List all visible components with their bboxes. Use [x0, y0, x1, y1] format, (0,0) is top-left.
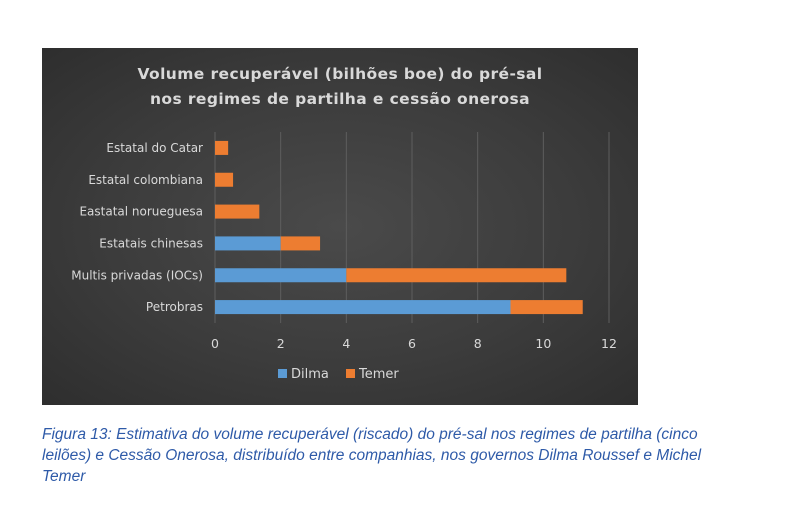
category-label: Estatais chinesas	[99, 236, 203, 250]
x-tick-label: 4	[342, 336, 350, 351]
x-tick-label: 6	[408, 336, 416, 351]
legend-label: Temer	[358, 367, 399, 382]
category-label: Petrobras	[146, 300, 203, 314]
bar-temer	[215, 204, 260, 219]
category-label: Multis privadas (IOCs)	[71, 268, 203, 282]
bar-chart: Volume recuperável (bilhões boe) do pré-…	[71, 65, 617, 382]
bar-temer	[280, 236, 321, 251]
bar-dilma	[215, 236, 281, 251]
chart-panel: Volume recuperável (bilhões boe) do pré-…	[42, 48, 638, 405]
bar-temer	[510, 300, 583, 315]
chart-title-line-2: nos regimes de partilha e cessão onerosa	[150, 90, 530, 108]
legend-swatch	[278, 369, 287, 378]
bar-dilma	[215, 300, 511, 315]
legend-label: Dilma	[291, 367, 329, 382]
x-tick-label: 8	[474, 336, 482, 351]
x-tick-label: 12	[601, 336, 617, 351]
category-label: Estatal do Catar	[106, 141, 203, 155]
x-tick-label: 2	[277, 336, 285, 351]
figure-caption: Figura 13: Estimativa do volume recuperá…	[42, 426, 702, 485]
bar-temer	[215, 140, 229, 155]
bar-temer	[215, 172, 234, 187]
x-tick-label: 0	[211, 336, 219, 351]
bar-temer	[346, 268, 567, 283]
legend-swatch	[346, 369, 355, 378]
bar-dilma	[215, 268, 347, 283]
chart-title-line-1: Volume recuperável (bilhões boe) do pré-…	[137, 65, 542, 83]
category-label: Eastatal norueguesa	[79, 205, 203, 219]
x-tick-label: 10	[535, 336, 551, 351]
category-label: Estatal colombiana	[88, 173, 203, 187]
